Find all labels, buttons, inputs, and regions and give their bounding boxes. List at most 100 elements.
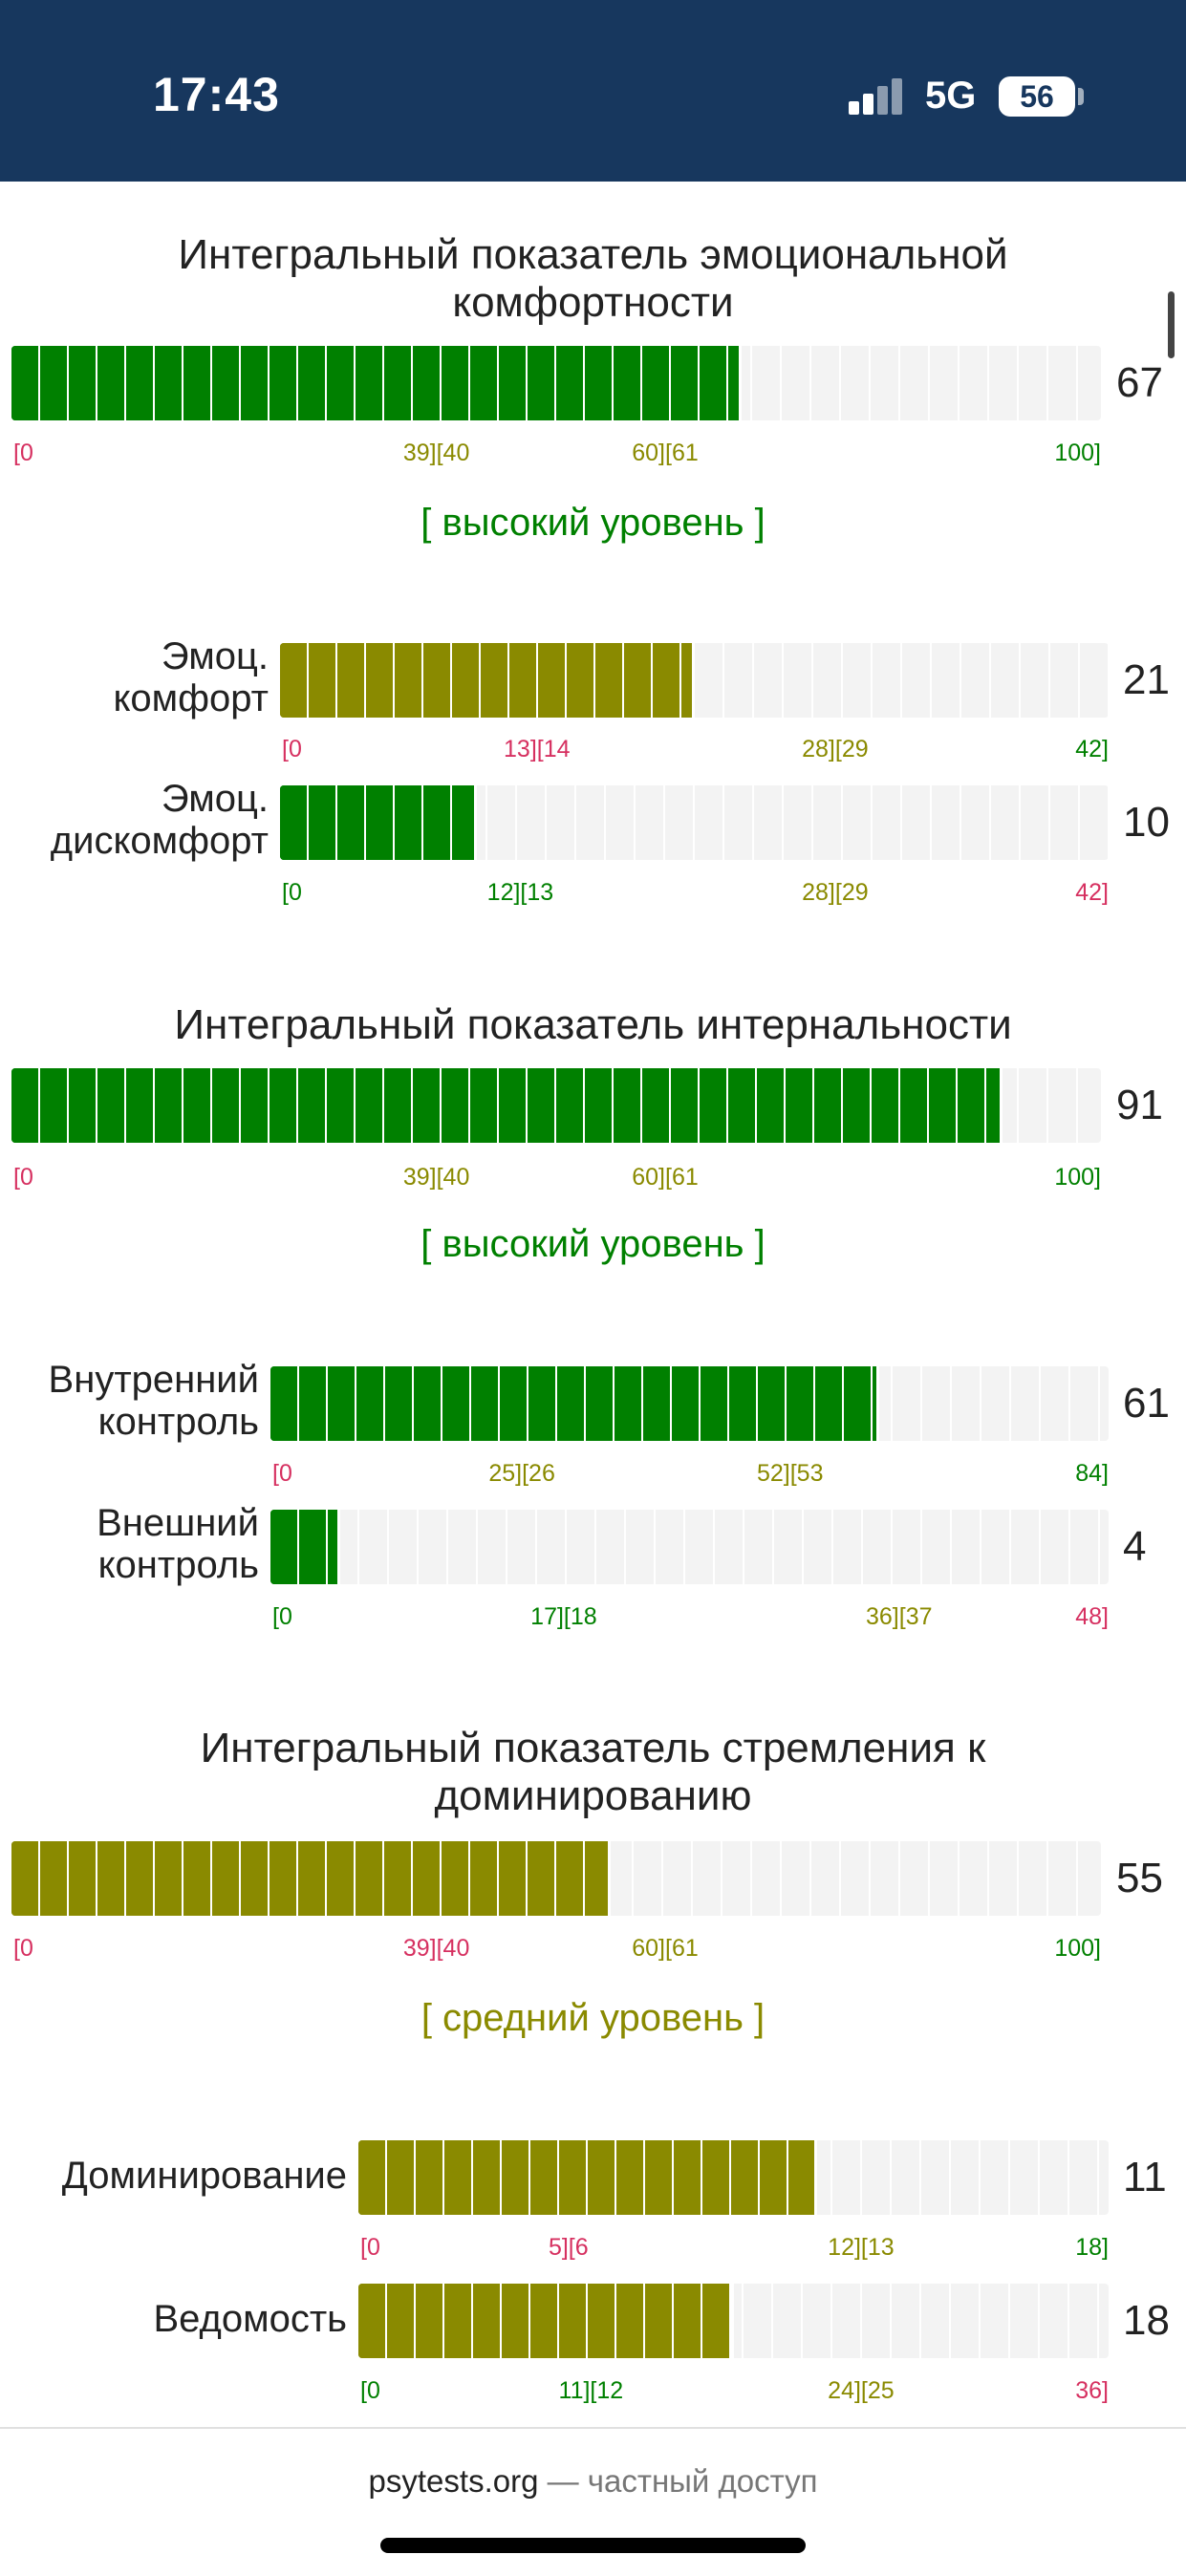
subscale-label-line: контроль bbox=[97, 1544, 259, 1586]
section-title-line: Интегральный показатель эмоциональной bbox=[178, 231, 1008, 278]
subscale-bar bbox=[358, 2140, 1109, 2215]
subscale-score: 18 bbox=[1123, 2297, 1170, 2344]
status-bar: 17:43 5G 56 bbox=[0, 0, 1186, 182]
subscale-bar-fill bbox=[270, 1510, 340, 1584]
subscale-scale: [0 25][26 52][53 84] bbox=[270, 1460, 1109, 1489]
subscale-score: 21 bbox=[1123, 656, 1170, 703]
subscale-scale-tick: [0 bbox=[282, 736, 302, 762]
subscale-bar bbox=[358, 2284, 1109, 2358]
subscale-scale-tick: 24][25 bbox=[828, 2377, 895, 2404]
subscale-scale-tick: 13][14 bbox=[504, 736, 571, 762]
integral-scale-tick: 60][61 bbox=[632, 1935, 699, 1962]
footer-site-link[interactable]: psytests.org bbox=[368, 2463, 539, 2499]
integral-bar bbox=[11, 1841, 1101, 1916]
subscale-label: Ведомость bbox=[0, 2298, 347, 2340]
integral-bar bbox=[11, 1068, 1101, 1143]
integral-score: 67 bbox=[1116, 359, 1163, 406]
section-title-line: Интегральный показатель интернальности bbox=[174, 1001, 1012, 1048]
subscale-label: Доминирование bbox=[0, 2155, 347, 2197]
battery-icon: 56 bbox=[999, 76, 1075, 117]
subscale-scale-tick: [0 bbox=[360, 2234, 380, 2261]
integral-score: 91 bbox=[1116, 1082, 1163, 1128]
subscale-bar-fill bbox=[270, 1366, 879, 1441]
subscale-scale-tick: [0 bbox=[272, 1603, 292, 1630]
integral-scale: [0 39][40 60][61 100] bbox=[11, 1164, 1101, 1192]
subscale-scale-tick: 17][18 bbox=[530, 1603, 597, 1630]
subscale-bar bbox=[280, 785, 1109, 860]
home-indicator[interactable] bbox=[380, 2538, 806, 2553]
subscale-scale-tick: 5][6 bbox=[548, 2234, 589, 2261]
subscale-label-line: Доминирование bbox=[61, 2155, 347, 2197]
signal-icon bbox=[849, 76, 916, 115]
integral-bar-fill bbox=[11, 1068, 1003, 1143]
subscale-scale-tick: [0 bbox=[282, 879, 302, 906]
subscale-label-line: дискомфорт bbox=[50, 820, 269, 862]
subscale-scale-tick: 12][13 bbox=[828, 2234, 895, 2261]
integral-scale-tick: [0 bbox=[13, 440, 33, 466]
subscale-scale-tick: 11][12 bbox=[558, 2377, 624, 2404]
subscale-score: 61 bbox=[1123, 1380, 1170, 1427]
subscale-scale-tick: 25][26 bbox=[488, 1460, 555, 1487]
subscale-label-line: Внешний bbox=[97, 1502, 259, 1544]
battery-tip bbox=[1078, 88, 1084, 105]
subscale-scale-tick: 18] bbox=[1075, 2234, 1109, 2261]
section-title: Интегральный показатель стремления к доми… bbox=[0, 1725, 1186, 1820]
section-title: Интегральный показатель эмоциональной ком… bbox=[0, 231, 1186, 327]
section-title-line: комфортности bbox=[452, 279, 734, 326]
integral-scale-tick: 39][40 bbox=[402, 1935, 470, 1962]
integral-bar bbox=[11, 346, 1101, 420]
integral-bar-fill bbox=[11, 346, 742, 420]
subscale-label-line: Внутренний bbox=[48, 1359, 259, 1401]
level-label: [ высокий уровень ] bbox=[420, 1223, 766, 1265]
subscale-scale-tick: 12][13 bbox=[486, 879, 554, 906]
integral-scale-tick: 39][40 bbox=[402, 440, 470, 466]
subscale-label-line: контроль bbox=[97, 1401, 259, 1443]
level-label: [ высокий уровень ] bbox=[420, 502, 766, 544]
subscale-label: Эмоц. дискомфорт bbox=[0, 778, 269, 862]
subscale-label: Эмоц. комфорт bbox=[0, 635, 269, 719]
integral-scale-tick: 100] bbox=[1054, 440, 1101, 466]
subscale-label-line: комфорт bbox=[113, 677, 269, 719]
subscale-bar-fill bbox=[358, 2284, 734, 2358]
subscale-scale-tick: 28][29 bbox=[802, 736, 869, 762]
subscale-scale: [0 5][6 12][13 18] bbox=[358, 2234, 1109, 2263]
subscale-scale-tick: 52][53 bbox=[756, 1460, 824, 1487]
subscale-bar bbox=[270, 1510, 1109, 1584]
integral-bar-fill bbox=[11, 1841, 611, 1916]
integral-scale-tick: [0 bbox=[13, 1164, 33, 1191]
integral-score: 55 bbox=[1116, 1855, 1163, 1901]
subscale-bar bbox=[280, 643, 1109, 718]
subscale-label-line: Эмоц. bbox=[161, 778, 269, 820]
subscale-scale-tick: 36] bbox=[1075, 2377, 1109, 2404]
footer-text: — частный доступ bbox=[538, 2463, 818, 2499]
footer: psytests.org — частный доступ bbox=[0, 2463, 1186, 2500]
subscale-bar-fill bbox=[280, 643, 695, 718]
integral-scale-tick: 100] bbox=[1054, 1935, 1101, 1962]
subscale-bar-fill bbox=[358, 2140, 817, 2215]
subscale-label-line: Эмоц. bbox=[161, 635, 269, 677]
subscale-scale: [0 17][18 36][37 48] bbox=[270, 1603, 1109, 1632]
subscale-scale-tick: [0 bbox=[360, 2377, 380, 2404]
integral-scale-tick: 60][61 bbox=[632, 1164, 699, 1191]
integral-scale-tick: 100] bbox=[1054, 1164, 1101, 1191]
subscale-scale-tick: 48] bbox=[1075, 1603, 1109, 1630]
subscale-label: Внешний контроль bbox=[0, 1502, 259, 1586]
subscale-bar bbox=[270, 1366, 1109, 1441]
level-label: [ средний уровень ] bbox=[420, 1997, 766, 2039]
integral-scale-tick: [0 bbox=[13, 1935, 33, 1962]
subscale-scale: [0 13][14 28][29 42] bbox=[280, 736, 1109, 764]
section-title-line: доминированию bbox=[434, 1772, 752, 1819]
subscale-scale-tick: 42] bbox=[1075, 736, 1109, 762]
subscale-label: Внутренний контроль bbox=[0, 1359, 259, 1443]
scroll-indicator[interactable] bbox=[1168, 291, 1175, 358]
integral-scale: [0 39][40 60][61 100] bbox=[11, 440, 1101, 468]
section-title: Интегральный показатель интернальности bbox=[0, 1001, 1186, 1049]
integral-scale-tick: 39][40 bbox=[402, 1164, 470, 1191]
integral-scale: [0 39][40 60][61 100] bbox=[11, 1935, 1101, 1964]
subscale-score: 11 bbox=[1123, 2154, 1167, 2200]
footer-divider bbox=[0, 2427, 1186, 2429]
subscale-scale: [0 11][12 24][25 36] bbox=[358, 2377, 1109, 2406]
subscale-scale-tick: 84] bbox=[1075, 1460, 1109, 1487]
section-title-line: Интегральный показатель стремления к bbox=[200, 1725, 986, 1771]
subscale-scale-tick: 42] bbox=[1075, 879, 1109, 906]
